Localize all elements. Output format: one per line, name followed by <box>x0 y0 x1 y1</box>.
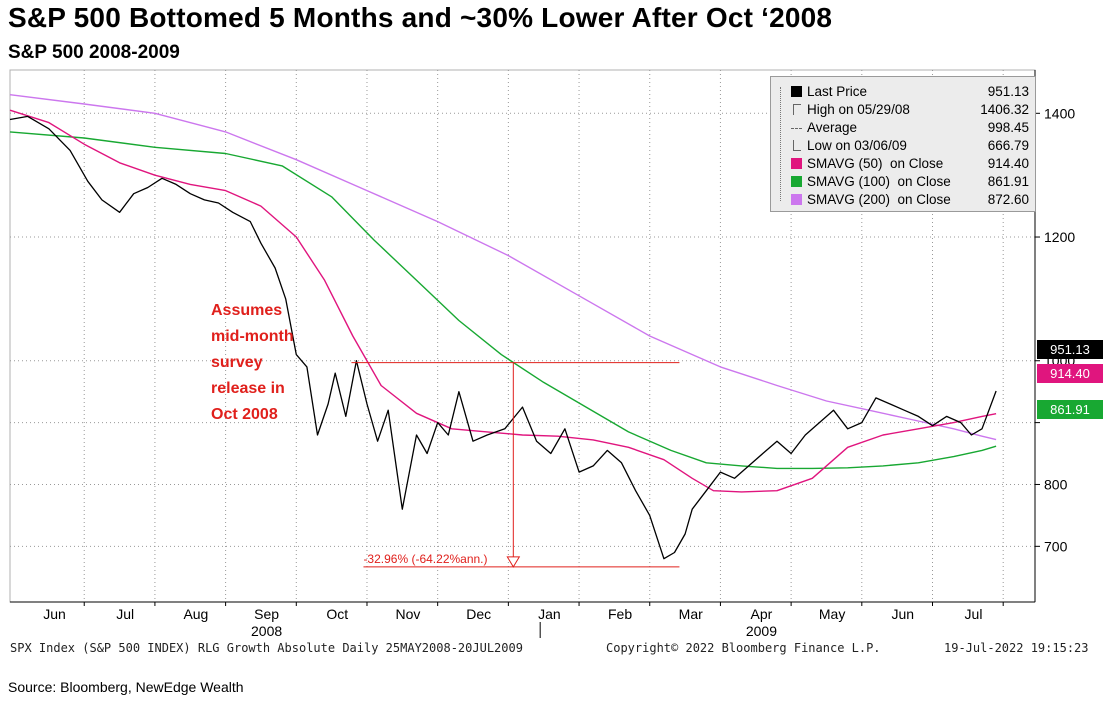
x-month-label: Jul <box>965 606 983 622</box>
x-month-label: Apr <box>751 606 773 622</box>
legend-value: 951.13 <box>987 84 1029 99</box>
legend-square-icon <box>791 86 802 97</box>
chart-subtitle: S&P 500 2008-2009 <box>8 42 180 63</box>
annotation-layer: -32.96% (-64.22%ann.) <box>351 362 680 568</box>
price-box: 914.40 <box>1037 364 1103 383</box>
legend-box: Last Price 951.13 High on 05/29/08 1406.32 A… <box>770 76 1036 212</box>
y-tick-label: 1400 <box>1044 105 1075 121</box>
legend-square-icon <box>791 194 802 205</box>
legend-row: Last Price 951.13 <box>771 83 1035 101</box>
annotation-arrow-head <box>506 556 521 568</box>
legend-value: 861.91 <box>987 174 1029 189</box>
legend-tree-line <box>780 87 781 201</box>
legend-high-icon <box>793 104 801 115</box>
x-month-label: May <box>819 606 845 622</box>
y-tick-label: 800 <box>1044 476 1068 492</box>
legend-label: Low on 03/06/09 <box>807 138 907 153</box>
x-month-label: Mar <box>679 606 703 622</box>
legend-row: SMAVG (200) on Close 872.60 <box>771 191 1035 209</box>
series-line-1 <box>9 109 997 493</box>
decline-label: -32.96% (-64.22%ann.) <box>363 552 487 566</box>
series-line-3 <box>9 94 997 441</box>
legend-row: SMAVG (100) on Close 861.91 <box>771 173 1035 191</box>
x-month-label: Dec <box>466 606 491 622</box>
x-month-label: Sep <box>254 606 279 622</box>
legend-square-icon <box>791 158 802 169</box>
x-month-label: Jun <box>892 606 915 622</box>
footer-timestamp: 19-Jul-2022 19:15:23 <box>944 641 1089 655</box>
x-month-label: Aug <box>183 606 208 622</box>
legend-row: SMAVG (50) on Close 914.40 <box>771 155 1035 173</box>
legend-square-icon <box>791 176 802 187</box>
footer-copyright: Copyright© 2022 Bloomberg Finance L.P. <box>606 641 881 655</box>
x-month-label: Feb <box>608 606 632 622</box>
source-note: Source: Bloomberg, NewEdge Wealth <box>8 679 244 695</box>
legend-label: Last Price <box>807 84 868 99</box>
x-month-label: Jan <box>538 606 561 622</box>
x-month-label: Oct <box>326 606 348 622</box>
legend-label: SMAVG (100) on Close <box>807 174 951 189</box>
x-year-label: 2008 <box>251 623 282 639</box>
x-month-label: Jun <box>43 606 66 622</box>
series-layer <box>9 94 997 560</box>
legend-label: High on 05/29/08 <box>807 102 910 117</box>
x-year-label: 2009 <box>746 623 777 639</box>
series-line-0 <box>9 115 997 560</box>
price-box: 861.91 <box>1037 400 1103 419</box>
legend-label: SMAVG (200) on Close <box>807 192 951 207</box>
legend-value: 914.40 <box>987 156 1029 171</box>
legend-value: 872.60 <box>987 192 1029 207</box>
series-line-2 <box>9 131 997 470</box>
annotation-text: Assumes mid-month survey release in Oct … <box>211 302 294 423</box>
price-box: 951.13 <box>1037 340 1103 359</box>
x-month-label: Nov <box>396 606 421 622</box>
legend-label: Average <box>807 120 858 135</box>
legend-row: Low on 03/06/09 666.79 <box>771 137 1035 155</box>
legend-label: SMAVG (50) on Close <box>807 156 944 171</box>
x-month-label: Jul <box>116 606 134 622</box>
legend-avg-icon <box>791 128 802 129</box>
legend-row: Average 998.45 <box>771 119 1035 137</box>
footer-index-info: SPX Index (S&P 500 INDEX) RLG Growth Abs… <box>10 641 523 655</box>
chart-title: S&P 500 Bottomed 5 Months and ~30% Lower… <box>8 2 833 33</box>
legend-low-icon <box>793 140 801 151</box>
y-tick-label: 1200 <box>1044 229 1075 245</box>
legend-value: 998.45 <box>987 120 1029 135</box>
legend-row: High on 05/29/08 1406.32 <box>771 101 1035 119</box>
y-tick-label: 700 <box>1044 538 1068 554</box>
legend-value: 1406.32 <box>980 102 1029 117</box>
legend-value: 666.79 <box>987 138 1029 153</box>
